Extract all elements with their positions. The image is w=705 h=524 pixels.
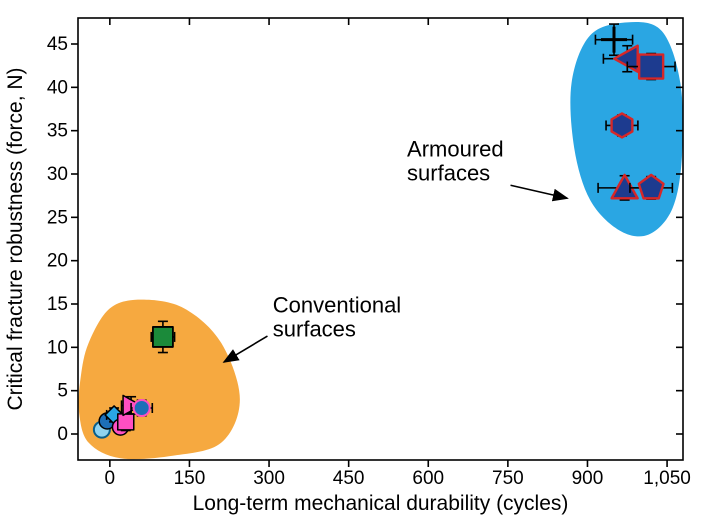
x-tick-label: 150 bbox=[174, 468, 206, 489]
x-tick-label: 450 bbox=[333, 468, 365, 489]
y-tick-label: 30 bbox=[47, 164, 68, 185]
annotation-text: surfaces bbox=[273, 317, 356, 342]
x-tick-label: 1,050 bbox=[643, 468, 691, 489]
annotation-text: surfaces bbox=[407, 161, 490, 186]
y-tick-label: 10 bbox=[47, 337, 68, 358]
y-tick-label: 0 bbox=[57, 424, 68, 445]
annotation-text: Armoured bbox=[407, 137, 504, 162]
x-axis-label: Long-term mechanical durability (cycles) bbox=[193, 492, 569, 515]
y-tick-label: 40 bbox=[47, 77, 68, 98]
annotation-text: Conventional bbox=[273, 293, 401, 318]
scatter-chart: 0 150 300 450 600 750 900 1,050 0 5 10 15 20 25 30 35 40… bbox=[0, 0, 705, 524]
x-tick-label: 750 bbox=[492, 468, 524, 489]
x-tick-label: 900 bbox=[572, 468, 604, 489]
y-tick-label: 20 bbox=[47, 251, 68, 272]
data-point bbox=[118, 413, 134, 430]
y-tick-label: 35 bbox=[47, 121, 68, 142]
x-tick-label: 300 bbox=[253, 468, 285, 489]
y-tick-label: 15 bbox=[47, 294, 68, 315]
y-tick-label: 45 bbox=[47, 34, 68, 55]
y-tick-label: 5 bbox=[57, 381, 68, 402]
chart-container: 0 150 300 450 600 750 900 1,050 0 5 10 15 20 25 30 35 40… bbox=[0, 0, 705, 524]
x-tick-label: 0 bbox=[105, 468, 116, 489]
y-axis-label: Critical fracture robustness (force, N) bbox=[4, 67, 27, 410]
y-tick-label: 25 bbox=[47, 207, 68, 228]
x-tick-label: 600 bbox=[412, 468, 444, 489]
